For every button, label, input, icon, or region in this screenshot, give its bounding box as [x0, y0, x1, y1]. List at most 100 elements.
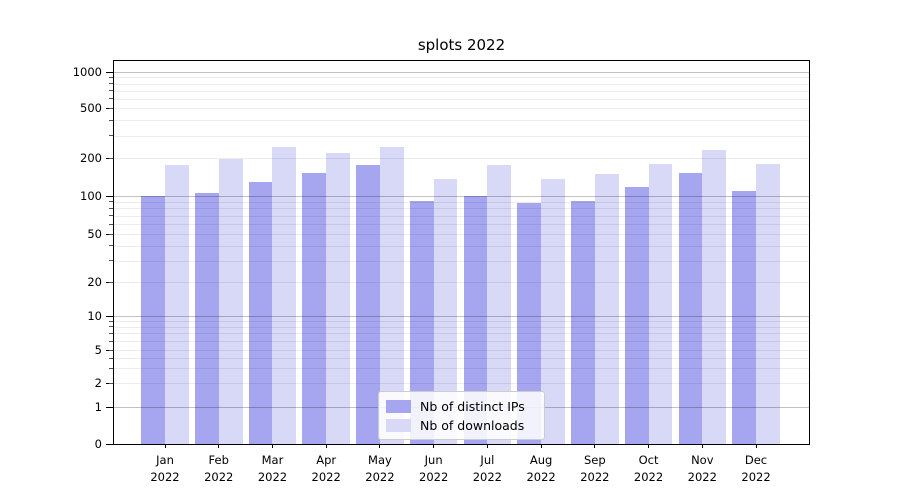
minor-gridline	[114, 120, 809, 122]
minor-gridline	[114, 282, 809, 283]
bar-distinct-ips-jul	[463, 196, 488, 444]
bar-downloads-dec	[756, 163, 780, 444]
minor-gridline	[114, 341, 809, 343]
y-tick-label-1: 1	[94, 400, 102, 414]
minor-gridline	[114, 158, 809, 159]
legend-item-distinct-ips: Nb of distinct IPs	[386, 397, 536, 415]
legend: Nb of distinct IPs Nb of downloads	[378, 391, 545, 440]
bar-downloads-aug	[541, 178, 565, 444]
minor-gridline	[114, 135, 809, 137]
y-minor-tick	[109, 201, 113, 203]
y-minor-tick	[109, 135, 113, 137]
y-minor-tick	[109, 320, 113, 322]
y-minor-tick	[109, 98, 113, 100]
y-tick-label-2: 2	[94, 376, 102, 390]
major-gridline	[114, 196, 809, 197]
x-tick-jul	[486, 444, 488, 448]
x-tick-label-oct: Oct 2022	[618, 452, 680, 486]
x-tick-year: 2022	[311, 470, 341, 484]
y-minor-tick	[109, 367, 113, 369]
bar-distinct-ips-aug	[517, 203, 542, 444]
x-tick-may	[379, 444, 381, 448]
bar-distinct-ips-jun	[409, 201, 434, 444]
bar-distinct-ips-mar	[248, 181, 273, 444]
minor-gridline	[114, 245, 809, 247]
bar-distinct-ips-nov	[678, 173, 703, 444]
minor-gridline	[114, 77, 809, 79]
x-tick-year: 2022	[741, 470, 771, 484]
y-minor-tick	[109, 90, 113, 92]
x-tick-year: 2022	[633, 470, 664, 484]
x-tick-month: Jul	[480, 453, 495, 467]
y-minor-tick	[109, 349, 113, 351]
minor-gridline	[114, 321, 809, 323]
y-minor-tick	[109, 223, 113, 225]
bar-downloads-nov	[702, 149, 727, 444]
x-tick-year: 2022	[419, 470, 449, 484]
x-tick-year: 2022	[204, 470, 234, 484]
bar-downloads-apr	[326, 152, 350, 444]
y-tick-100	[106, 195, 113, 197]
minor-gridline	[114, 260, 809, 262]
y-minor-tick	[109, 233, 113, 235]
y-tick-0	[106, 443, 113, 445]
x-tick-month: Oct	[638, 453, 659, 467]
x-tick-label-jul: Jul 2022	[456, 452, 518, 486]
y-tick-label-100: 100	[80, 189, 102, 203]
y-minor-tick	[109, 340, 113, 342]
x-tick-jun	[433, 444, 435, 448]
y-tick-1000	[106, 71, 113, 73]
y-minor-tick	[109, 357, 113, 359]
y-tick-label-1000: 1000	[72, 65, 102, 79]
legend-item-downloads: Nb of downloads	[386, 416, 536, 434]
bar-downloads-jun	[433, 179, 458, 444]
bar-distinct-ips-oct	[624, 186, 649, 444]
x-tick-year: 2022	[580, 470, 610, 484]
x-tick-month: Apr	[316, 453, 337, 467]
minor-gridline	[114, 98, 809, 100]
x-tick-label-apr: Apr 2022	[295, 452, 357, 486]
x-tick-label-nov: Nov 2022	[671, 452, 733, 486]
x-tick-year: 2022	[472, 470, 503, 484]
minor-gridline	[114, 333, 809, 335]
bar-downloads-jan	[165, 164, 189, 444]
chart-title: splots 2022	[417, 36, 506, 54]
y-minor-tick	[109, 119, 113, 121]
y-tick-label-10: 10	[87, 309, 102, 323]
y-minor-tick	[109, 326, 113, 328]
x-tick-month: Jan	[156, 453, 174, 467]
minor-gridline	[114, 224, 809, 225]
x-tick-month: Mar	[261, 453, 284, 467]
x-tick-jan	[164, 444, 166, 448]
bar-distinct-ips-dec	[732, 191, 757, 444]
y-tick-1	[106, 406, 113, 408]
minor-gridline	[114, 208, 809, 210]
minor-gridline	[114, 201, 809, 203]
x-tick-dec	[755, 444, 757, 448]
x-tick-label-jan: Jan 2022	[134, 452, 196, 486]
x-tick-apr	[325, 444, 327, 448]
y-tick-label-20: 20	[87, 275, 102, 289]
legend-label-distinct-ips: Nb of distinct IPs	[420, 398, 525, 414]
minor-gridline	[114, 234, 809, 235]
y-minor-tick	[109, 245, 113, 247]
bar-downloads-mar	[272, 146, 297, 444]
bar-downloads-feb	[218, 158, 243, 444]
x-tick-label-feb: Feb 2022	[188, 452, 250, 486]
bar-downloads-sep	[594, 173, 619, 444]
bar-distinct-ips-may	[356, 165, 380, 444]
x-tick-month: Aug	[529, 453, 553, 467]
x-tick-aug	[540, 444, 542, 448]
y-tick-label-0: 0	[94, 437, 102, 451]
y-minor-tick	[109, 260, 113, 262]
bar-distinct-ips-apr	[302, 173, 327, 444]
major-gridline	[114, 72, 809, 73]
legend-label-downloads: Nb of downloads	[420, 417, 525, 433]
x-tick-label-mar: Mar 2022	[241, 452, 303, 486]
x-tick-sep	[594, 444, 596, 448]
minor-gridline	[114, 326, 809, 328]
major-gridline	[114, 316, 809, 317]
minor-gridline	[114, 83, 809, 85]
minor-gridline	[114, 383, 809, 384]
minor-gridline	[114, 108, 809, 109]
